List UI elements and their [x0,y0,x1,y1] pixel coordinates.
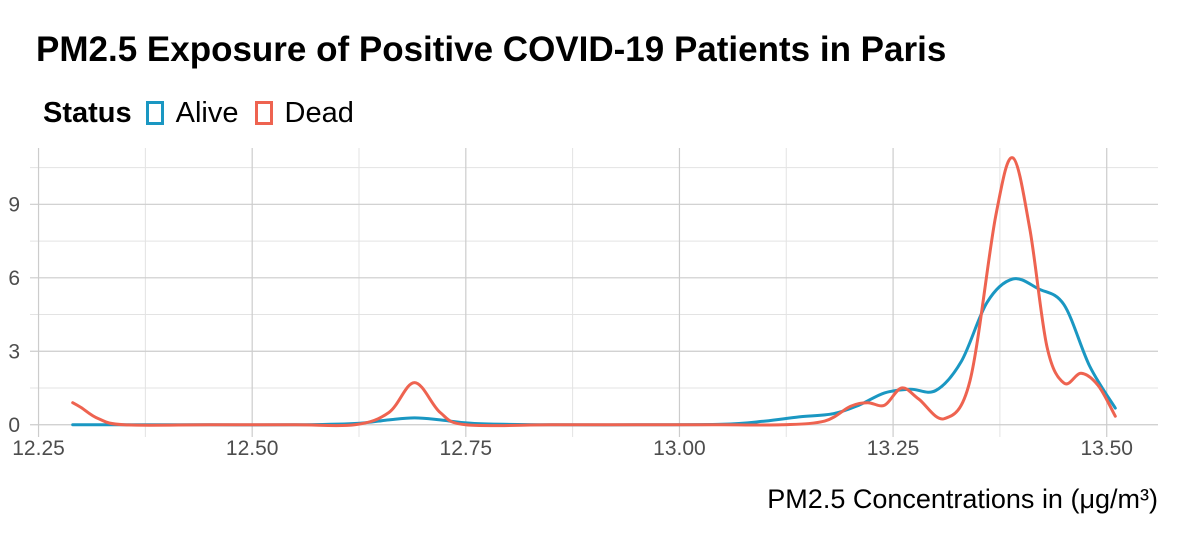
x-tick-label: 12.50 [226,437,279,460]
legend-item-alive: Alive [145,96,239,130]
series-line-dead [71,156,1117,428]
x-axis-ticks: 12.25 12.50 12.75 13.00 13.25 13.50 [12,437,1133,460]
y-tick-label: 6 [8,267,20,290]
grid-major [30,148,1158,437]
chart-title: PM2.5 Exposure of Positive COVID-19 Pati… [36,30,947,69]
legend-item-dead: Dead [254,96,354,130]
x-tick-label: 12.25 [12,437,65,460]
x-axis-title: PM2.5 Concentrations in (μg/m³) [767,484,1158,514]
legend-key-dead [254,101,273,125]
x-tick-label: 13.25 [867,437,920,460]
y-tick-label: 3 [8,340,20,363]
y-axis-ticks: 0 3 6 9 [8,193,20,436]
x-tick-label: 12.75 [440,437,493,460]
legend: Status Alive Dead [43,96,370,130]
legend-title: Status [43,96,132,129]
series-layer [71,156,1117,428]
x-tick-label: 13.50 [1080,437,1133,460]
legend-label-alive: Alive [175,96,239,129]
grid-minor [30,148,1158,437]
x-tick-label: 13.00 [653,437,706,460]
y-tick-label: 9 [8,193,20,216]
legend-label-dead: Dead [284,96,354,129]
y-tick-label: 0 [8,414,20,437]
legend-key-alive [145,101,164,125]
